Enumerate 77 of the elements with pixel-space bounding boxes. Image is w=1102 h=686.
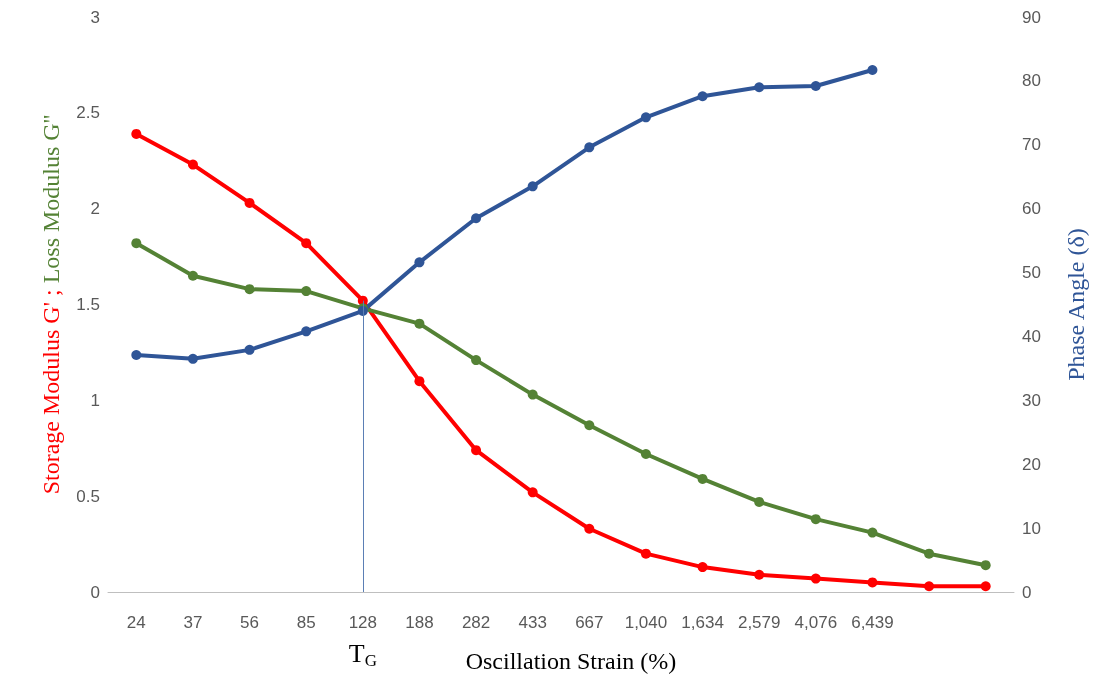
x-tick-label: 37: [183, 613, 203, 632]
point: [980, 560, 991, 571]
point: [810, 573, 821, 584]
y2-tick-label: 90: [1022, 7, 1041, 27]
x-tick-label: 24: [126, 613, 146, 632]
point: [131, 238, 142, 249]
x-tick-label: 188: [405, 613, 434, 632]
y2-tick-label: 70: [1022, 135, 1041, 155]
point: [810, 81, 821, 91]
point: [131, 128, 142, 139]
point: [187, 159, 198, 170]
x-tick-label: 85: [296, 613, 316, 632]
point: [867, 65, 878, 76]
point: [980, 581, 991, 592]
y-axis-title: Storage Modulus G' ; Loss Modulus G'': [38, 114, 64, 495]
point: [471, 445, 482, 456]
y-tick-label: 2: [90, 199, 100, 219]
point: [244, 284, 255, 295]
y2-tick-label: 50: [1022, 263, 1041, 283]
point: [754, 569, 765, 580]
point: [527, 487, 538, 498]
point: [810, 514, 821, 525]
point: [924, 581, 935, 592]
y2-tick-label: 30: [1022, 390, 1041, 410]
x-tick-label: 1,634: [681, 613, 724, 632]
point: [187, 353, 198, 364]
x-tick-label: 433: [518, 613, 547, 632]
point: [924, 548, 935, 559]
point: [301, 238, 312, 249]
point: [640, 449, 651, 459]
point: [244, 344, 255, 355]
point: [754, 496, 765, 507]
point: [471, 355, 482, 366]
point: [471, 213, 482, 224]
y2-tick-label: 80: [1022, 71, 1041, 91]
y-tick-label: 3: [90, 7, 100, 27]
point: [697, 473, 708, 484]
x-tick-label: 282: [461, 613, 491, 632]
y-tick-label: 0.5: [76, 486, 100, 506]
y-tick-label: 0: [90, 582, 100, 602]
x-tick-label: 128: [348, 613, 377, 632]
point: [867, 527, 878, 538]
point: [640, 112, 651, 123]
point: [414, 318, 425, 329]
point: [640, 548, 651, 559]
point: [187, 270, 198, 281]
x-tick-label: 2,579: [737, 613, 781, 632]
point: [414, 376, 425, 387]
point: [697, 91, 708, 102]
point: [867, 577, 878, 588]
y-tick-label: 1: [90, 390, 100, 410]
y2-tick-label: 10: [1022, 518, 1041, 538]
y-tick-label: 1.5: [76, 295, 100, 314]
y2-tick-label: 60: [1022, 199, 1041, 219]
point: [584, 142, 595, 153]
point: [584, 523, 595, 534]
point: [697, 562, 708, 573]
y-tick-label: 2.5: [76, 103, 100, 123]
y2-tick-label: 20: [1022, 454, 1041, 474]
point: [527, 181, 538, 192]
point: [584, 420, 595, 431]
point: [527, 389, 538, 400]
y2-tick-label: 0: [1022, 582, 1032, 602]
x-tick-label: 56: [240, 613, 260, 632]
y2-axis-title: Phase Angle (δ): [1063, 228, 1089, 381]
x-tick-label: 667: [575, 613, 604, 632]
point: [131, 349, 142, 360]
point: [301, 286, 312, 297]
x-tick-label: 1,040: [624, 613, 668, 632]
point: [244, 197, 255, 208]
point: [414, 257, 425, 268]
y2-tick-label: 40: [1022, 326, 1041, 346]
x-tick-label: 4,076: [794, 613, 838, 632]
point: [754, 82, 765, 93]
x-tick-label: 6,439: [851, 613, 894, 632]
x-axis-title: Oscillation Strain (%): [465, 648, 677, 674]
point: [301, 326, 312, 337]
